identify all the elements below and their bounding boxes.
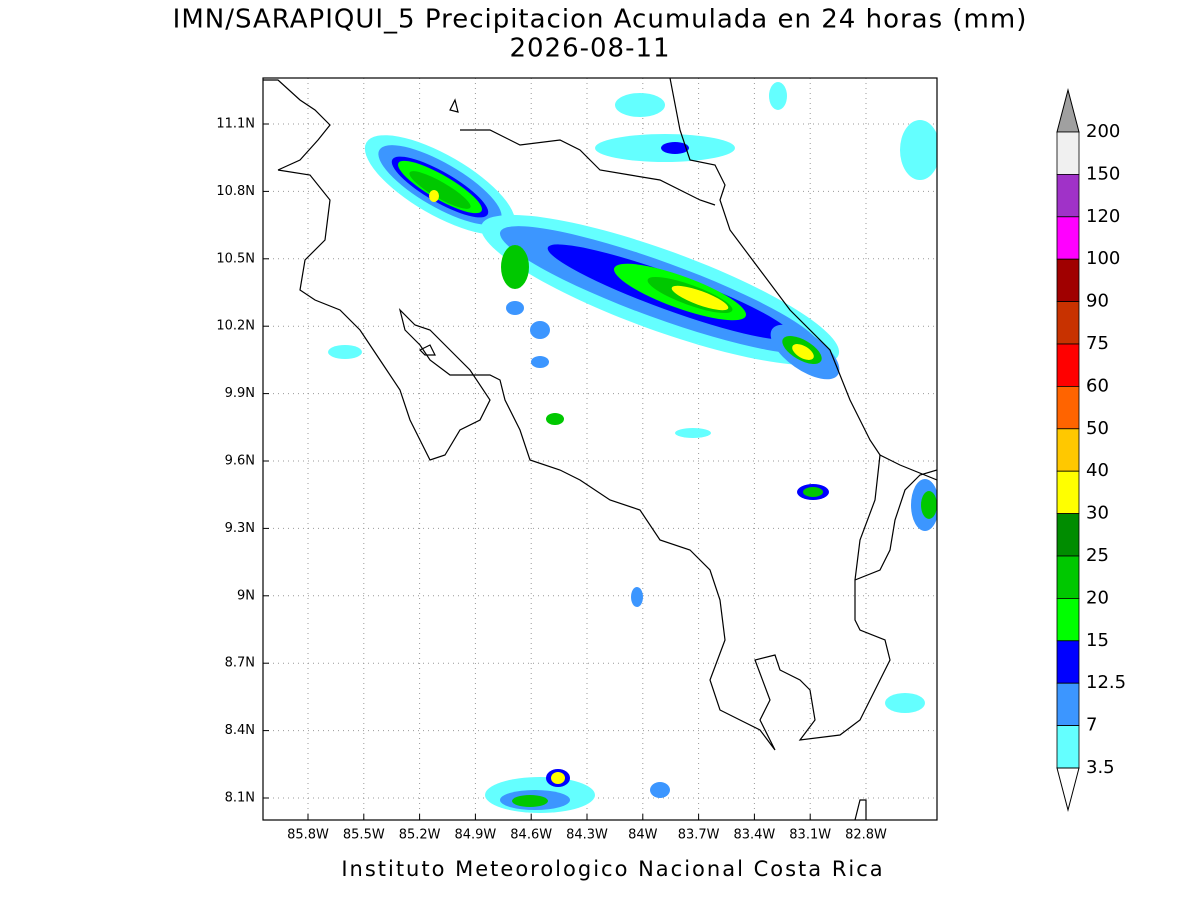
legend-label: 20 [1086, 587, 1109, 608]
legend-swatch [1056, 301, 1080, 345]
legend-label: 150 [1086, 163, 1120, 184]
legend-swatch [1056, 131, 1080, 175]
legend-swatch [1056, 173, 1080, 218]
legend-swatch [1056, 216, 1080, 260]
y-tick-label: 8.4N [225, 723, 255, 738]
y-tick-label: 10.2N [216, 319, 255, 334]
legend-label: 60 [1086, 375, 1109, 396]
legend-label: 30 [1086, 503, 1109, 524]
legend-swatch [1056, 470, 1080, 515]
y-tick-label: 9N [237, 588, 255, 603]
legend-label: 100 [1086, 248, 1120, 269]
legend-label: 75 [1086, 333, 1109, 354]
x-tick-label: 83.7W [678, 828, 720, 843]
x-tick-label: 84W [628, 828, 658, 843]
legend-bottom-triangle [1056, 767, 1080, 812]
legend-label: 12.5 [1086, 672, 1126, 693]
legend: 200 150 120 100 90 75 60 50 40 30 25 20 15 12.5 7 3.5 [1056, 88, 1126, 812]
legend-label: 15 [1086, 630, 1109, 651]
x-tick-label: 85.5W [343, 828, 385, 843]
x-tick-label: 83.4W [733, 828, 775, 843]
x-tick-label: 83.1W [789, 828, 831, 843]
legend-label: 90 [1086, 291, 1109, 312]
legend-swatch [1056, 555, 1080, 599]
y-tick-label: 9.6N [225, 454, 255, 469]
y-tick-label: 11.1N [216, 117, 255, 132]
legend-swatch [1056, 428, 1080, 472]
legend-label: 120 [1086, 206, 1120, 227]
x-tick-label: 84.6W [510, 828, 552, 843]
legend-label: 50 [1086, 418, 1109, 439]
y-tick-label: 9.9N [225, 386, 255, 401]
x-tick-label: 84.9W [454, 828, 496, 843]
x-tick-label: 84.3W [566, 828, 608, 843]
footer: Instituto Meteorologico Nacional Costa R… [341, 857, 884, 881]
title: IMN/SARAPIQUI_5 Precipitacion Acumulada … [173, 5, 1028, 35]
x-tick-label: 85.8W [287, 828, 329, 843]
grid: 85.8W 85.5W 85.2W 84.9W 84.6W 84.3W 84W 83.7W 83… [216, 78, 937, 843]
y-tick-label: 8.7N [225, 656, 255, 671]
legend-swatch [1056, 682, 1080, 727]
legend-top-triangle [1056, 88, 1080, 133]
legend-swatch [1056, 385, 1080, 430]
y-tick-label: 9.3N [225, 521, 255, 536]
date: 2026-08-11 [509, 34, 670, 64]
map-frame [262, 77, 938, 821]
x-tick-label: 82.8W [845, 828, 887, 843]
legend-label: 25 [1086, 545, 1109, 566]
legend-swatch [1056, 598, 1080, 642]
legend-swatch [1056, 258, 1080, 303]
y-tick-label: 10.5N [216, 251, 255, 266]
legend-swatch [1056, 343, 1080, 387]
legend-label: 40 [1086, 460, 1109, 481]
y-tick-label: 8.1N [225, 791, 255, 806]
x-tick-label: 85.2W [399, 828, 441, 843]
legend-swatch [1056, 513, 1080, 557]
legend-label: 200 [1086, 121, 1120, 142]
legend-swatch [1056, 725, 1080, 769]
y-tick-label: 10.8N [216, 184, 255, 199]
precipitation [263, 78, 937, 820]
legend-swatch [1056, 640, 1080, 684]
legend-label: 3.5 [1086, 757, 1115, 778]
legend-label: 7 [1086, 715, 1097, 736]
